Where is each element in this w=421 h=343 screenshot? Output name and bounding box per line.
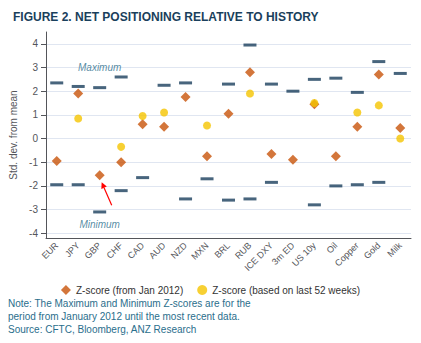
svg-text:-4: -4 — [29, 228, 38, 239]
svg-text:Std. dev. from mean: Std. dev. from mean — [8, 90, 19, 179]
svg-text:1: 1 — [32, 109, 38, 120]
svg-text:0: 0 — [32, 133, 38, 144]
svg-text:CAD: CAD — [126, 240, 147, 261]
svg-text:Copper: Copper — [333, 240, 361, 268]
svg-text:3: 3 — [32, 62, 38, 73]
svg-text:-2: -2 — [29, 180, 38, 191]
svg-text:2: 2 — [32, 86, 38, 97]
svg-text:EUR: EUR — [40, 240, 61, 261]
svg-text:JPY: JPY — [63, 240, 82, 259]
svg-text:US 10y: US 10y — [290, 240, 318, 268]
svg-text:ICE DXY: ICE DXY — [242, 240, 274, 272]
svg-text:Note: The Maximum and Minimum: Note: The Maximum and Minimum Z-scores a… — [8, 298, 251, 309]
svg-text:Gold: Gold — [362, 240, 382, 260]
svg-text:AUD: AUD — [147, 240, 168, 261]
svg-text:BRL: BRL — [213, 240, 232, 259]
svg-text:GBP: GBP — [83, 240, 103, 260]
svg-text:Source: CFTC, Bloomberg, ANZ R: Source: CFTC, Bloomberg, ANZ Research — [8, 324, 196, 335]
svg-text:period from January 2012 until: period from January 2012 until the most … — [8, 311, 240, 322]
svg-text:Minimum: Minimum — [79, 219, 120, 230]
svg-text:RUB: RUB — [233, 240, 254, 261]
svg-text:-1: -1 — [29, 157, 38, 168]
svg-text:Z-score (based on last 52 week: Z-score (based on last 52 weeks) — [212, 285, 360, 296]
svg-text:Milk: Milk — [385, 240, 404, 259]
svg-text:Oil: Oil — [325, 240, 340, 255]
svg-text:4: 4 — [32, 38, 38, 49]
svg-text:MXN: MXN — [189, 240, 210, 261]
svg-text:Z-score (from Jan 2012): Z-score (from Jan 2012) — [76, 285, 183, 296]
svg-text:NZD: NZD — [169, 240, 189, 260]
svg-text:FIGURE 2. NET POSITIONING RELA: FIGURE 2. NET POSITIONING RELATIVE TO HI… — [13, 10, 319, 24]
svg-text:3m ED: 3m ED — [270, 240, 297, 267]
svg-text:-3: -3 — [29, 204, 38, 215]
svg-text:Maximum: Maximum — [78, 62, 121, 73]
svg-text:CHF: CHF — [105, 240, 125, 260]
